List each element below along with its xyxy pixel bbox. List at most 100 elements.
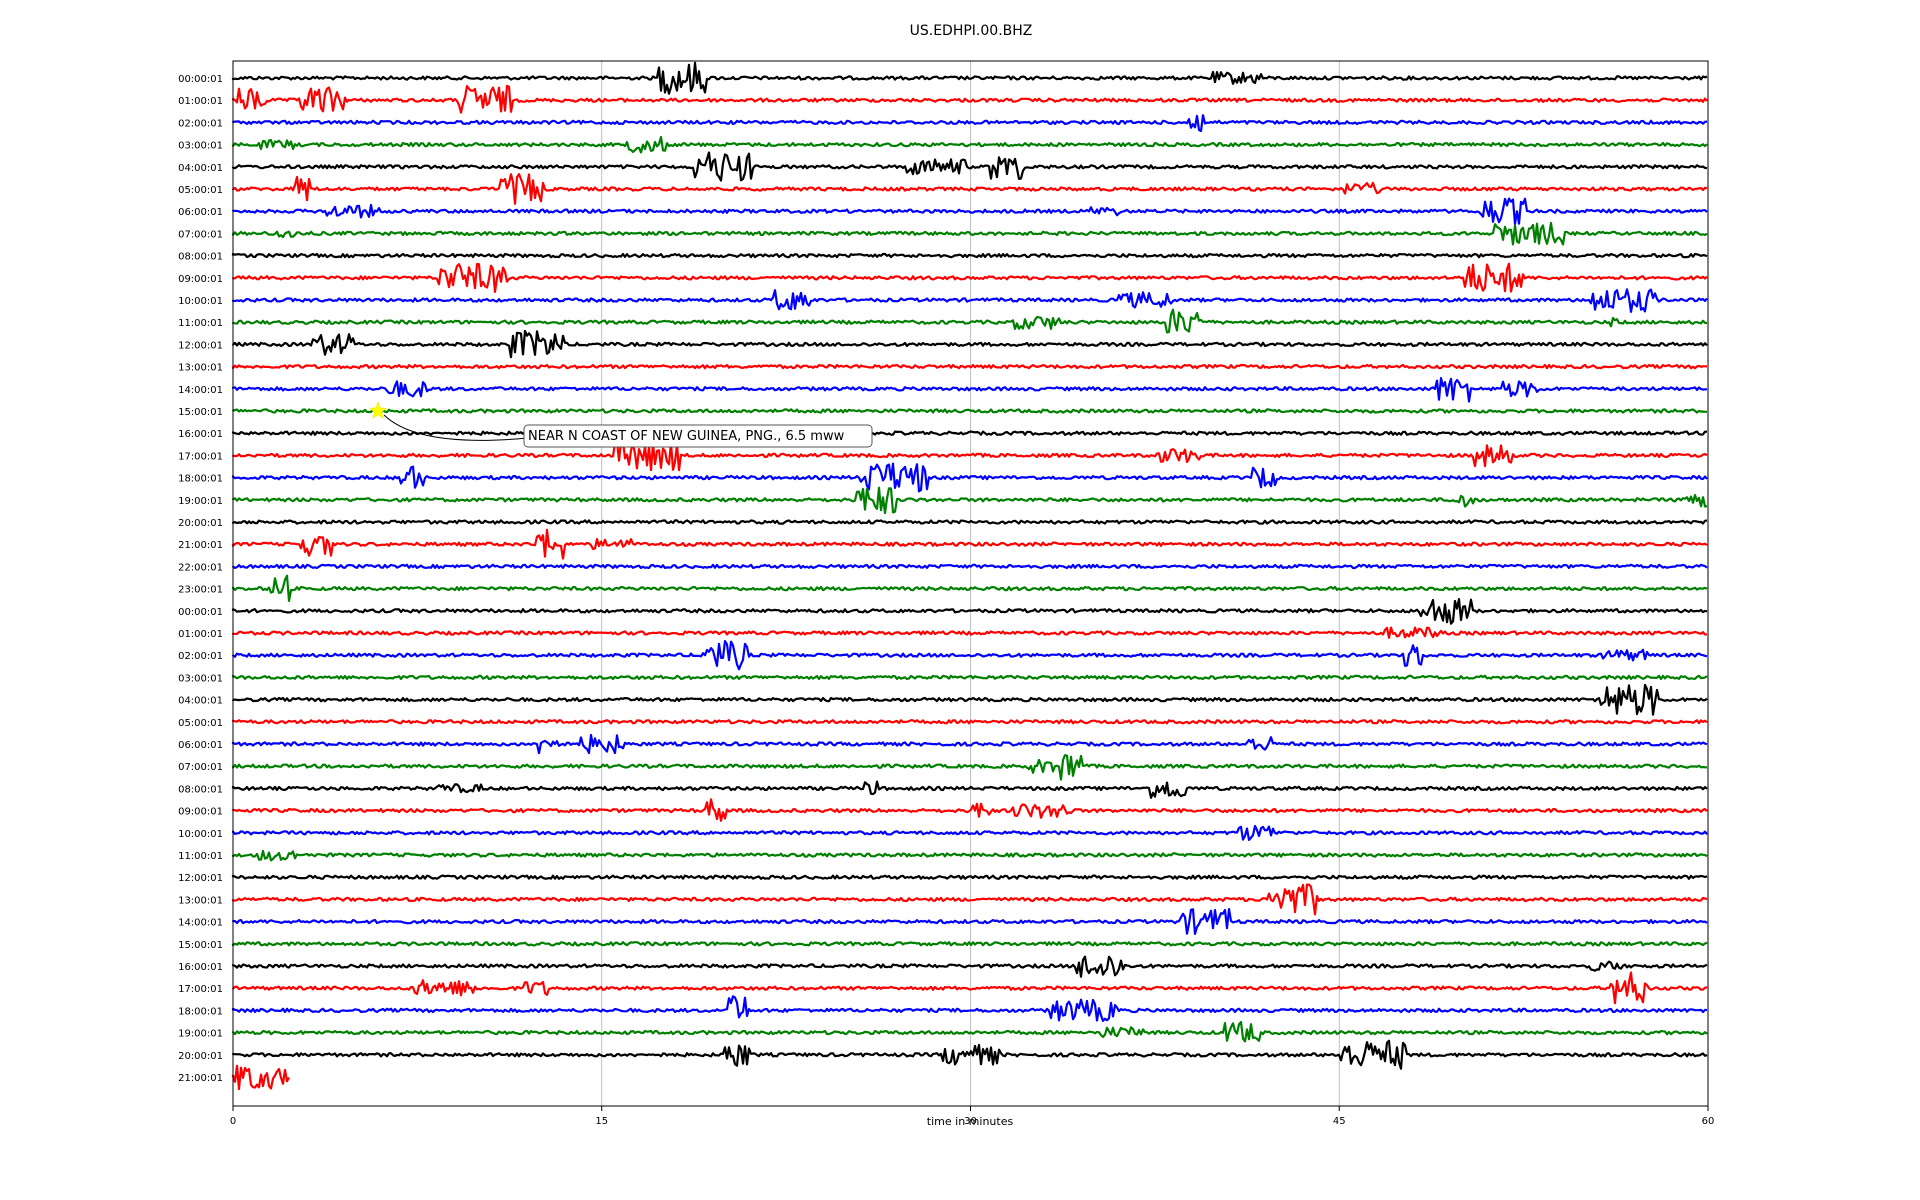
row-label: 17:00:01 — [178, 984, 223, 995]
row-label: 18:00:01 — [178, 1006, 223, 1017]
row-label: 04:00:01 — [178, 163, 223, 174]
row-label: 01:00:01 — [178, 96, 223, 107]
row-label: 10:00:01 — [178, 296, 223, 307]
trace-row — [231, 733, 1708, 755]
grid-lines — [601, 61, 1340, 1106]
trace-row — [231, 151, 1708, 182]
row-label: 16:00:01 — [178, 429, 223, 440]
trace-row — [231, 197, 1708, 225]
row-label: 03:00:01 — [178, 673, 223, 684]
event-label: NEAR N COAST OF NEW GUINEA, PNG., 6.5 mw… — [528, 429, 845, 444]
trace-row — [231, 288, 1708, 313]
row-label: 19:00:01 — [178, 1029, 223, 1040]
row-label: 12:00:01 — [178, 873, 223, 884]
row-label: 13:00:01 — [178, 363, 223, 374]
trace-row — [231, 574, 1708, 602]
row-label: 08:00:01 — [178, 252, 223, 263]
row-label: 14:00:01 — [178, 385, 223, 396]
trace-row — [231, 486, 1708, 515]
trace-row — [231, 61, 1708, 95]
row-label: 06:00:01 — [178, 740, 223, 751]
trace-row — [231, 173, 1708, 205]
row-label: 19:00:01 — [178, 496, 223, 507]
chart-title: US.EDHPI.00.BHZ — [910, 23, 1033, 39]
trace-row — [231, 995, 1708, 1022]
row-label: 15:00:01 — [178, 940, 223, 951]
event-annotations: NEAR N COAST OF NEW GUINEA, PNG., 6.5 mw… — [368, 401, 873, 448]
trace-row — [231, 462, 1708, 493]
row-label: 11:00:01 — [178, 851, 223, 862]
row-label: 10:00:01 — [178, 829, 223, 840]
trace-row — [231, 408, 1707, 414]
trace-row — [231, 377, 1708, 403]
trace-row — [231, 719, 1708, 725]
trace-row — [231, 874, 1708, 880]
row-label: 06:00:01 — [178, 207, 223, 218]
row-label: 20:00:01 — [178, 518, 223, 529]
row-label: 21:00:01 — [178, 540, 223, 551]
row-label: 05:00:01 — [178, 185, 223, 196]
trace-row — [231, 1020, 1708, 1043]
event-connector — [383, 414, 529, 441]
row-label: 12:00:01 — [178, 340, 223, 351]
row-label: 04:00:01 — [178, 696, 223, 707]
row-label: 21:00:01 — [178, 1073, 223, 1084]
row-label: 17:00:01 — [178, 451, 223, 462]
row-label: 18:00:01 — [178, 474, 223, 485]
row-label: 07:00:01 — [178, 229, 223, 240]
trace-row — [231, 883, 1708, 916]
row-label: 23:00:01 — [178, 585, 223, 596]
trace-row — [231, 363, 1708, 370]
trace-row — [231, 528, 1708, 560]
event-star-icon — [368, 401, 388, 419]
row-label: 16:00:01 — [178, 962, 223, 973]
row-label: 00:00:01 — [178, 74, 223, 85]
row-label: 07:00:01 — [178, 762, 223, 773]
row-label: 08:00:01 — [178, 784, 223, 795]
row-label: 09:00:01 — [178, 807, 223, 818]
row-label: 05:00:01 — [178, 718, 223, 729]
trace-row — [231, 598, 1708, 625]
trace-row — [231, 1039, 1708, 1070]
trace-row — [231, 849, 1708, 862]
trace-row — [231, 754, 1708, 781]
row-label: 11:00:01 — [178, 318, 223, 329]
trace-row — [231, 84, 1708, 114]
row-label: 02:00:01 — [178, 651, 223, 662]
trace-row — [231, 955, 1708, 978]
trace-row — [231, 1064, 290, 1091]
x-tick-label: 60 — [1702, 1116, 1715, 1127]
row-label: 20:00:01 — [178, 1051, 223, 1062]
trace-row — [231, 780, 1708, 799]
trace-row — [231, 824, 1708, 841]
row-label: 03:00:01 — [178, 141, 223, 152]
event-label-box — [523, 424, 873, 448]
row-labels: 00:00:01 01:00:01 02:00:01 03:00:01 04:00:01… — [178, 74, 223, 1084]
x-axis-ticks: 0 15 30 45 60 — [230, 1106, 1715, 1127]
trace-row — [231, 563, 1708, 570]
row-label: 02:00:01 — [178, 118, 223, 129]
row-label: 00:00:01 — [178, 607, 223, 618]
trace-row — [231, 683, 1708, 716]
trace-row — [231, 221, 1708, 246]
trace-row — [231, 329, 1708, 359]
row-label: 14:00:01 — [178, 918, 223, 929]
trace-row — [231, 114, 1708, 133]
trace-row — [231, 674, 1708, 681]
x-tick-label: 15 — [595, 1116, 608, 1127]
trace-row — [231, 640, 1708, 671]
trace-row — [231, 941, 1708, 947]
trace-row — [231, 798, 1708, 822]
trace-row — [231, 439, 1708, 472]
trace-row — [231, 430, 1707, 436]
seismic-traces — [231, 61, 1708, 1091]
x-axis-label: time in minutes — [927, 1115, 1014, 1128]
trace-row — [231, 252, 1708, 259]
trace-row — [231, 971, 1708, 1005]
trace-row — [231, 626, 1708, 639]
row-label: 22:00:01 — [178, 562, 223, 573]
x-tick-label: 45 — [1333, 1116, 1346, 1127]
row-label: 15:00:01 — [178, 407, 223, 418]
trace-row — [231, 135, 1708, 154]
